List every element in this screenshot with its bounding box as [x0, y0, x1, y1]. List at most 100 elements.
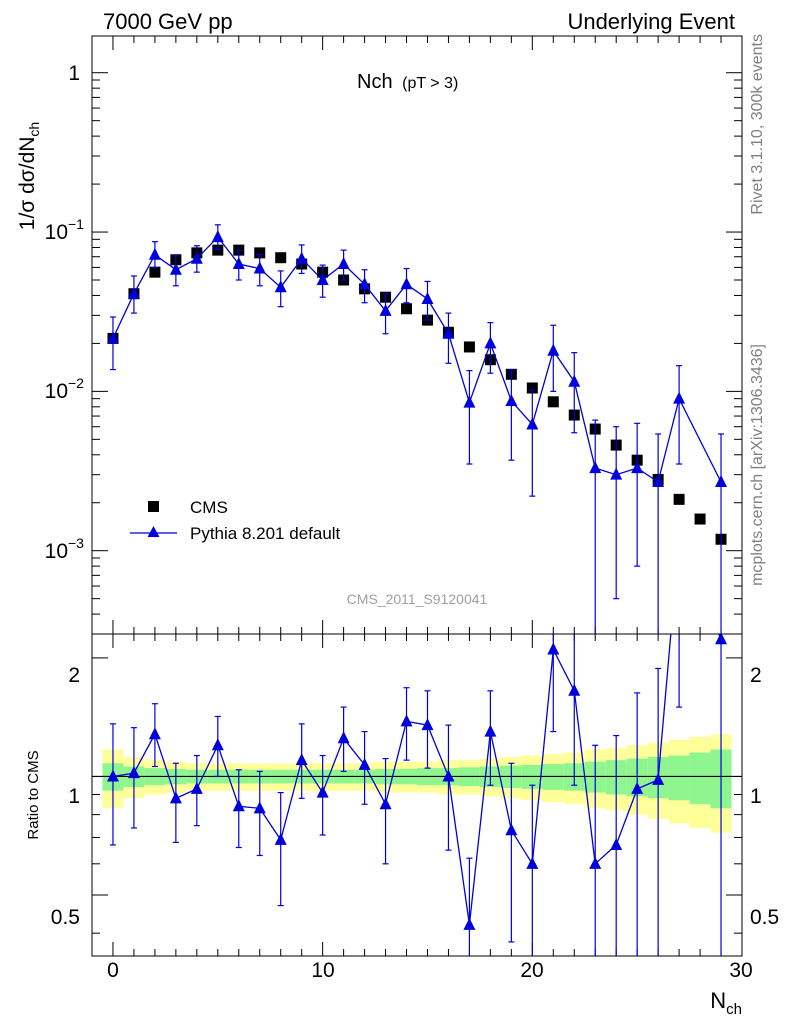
cms-point — [526, 382, 538, 394]
ratio-band-green — [689, 752, 711, 805]
cms-point — [401, 303, 413, 315]
pythia-point — [631, 461, 644, 474]
pythia-point — [715, 474, 728, 487]
pythia-point — [400, 277, 413, 290]
legend-pythia-marker — [147, 526, 160, 537]
y-axis-label-sub: ch — [26, 122, 42, 137]
y-tick-label-0.001: 10 — [45, 540, 68, 563]
ratio-pythia-point — [190, 781, 203, 794]
x-axis-label-main: N — [710, 988, 726, 1013]
ratio-y-axis-label: Ratio to CMS — [25, 750, 42, 839]
ratio-y-tick-left-0.5: 0.5 — [51, 906, 80, 929]
svg-text:1/σ dσ/dNch: 1/σ dσ/dNch — [16, 122, 42, 230]
x-tick-label-10: 10 — [311, 959, 334, 982]
plot-title-main: Nch — [357, 71, 393, 93]
x-tick-label-20: 20 — [520, 959, 543, 982]
ratio-pythia-point — [379, 797, 392, 810]
pythia-series — [106, 224, 728, 634]
ratio-pythia-point — [442, 769, 455, 782]
pythia-point — [505, 394, 518, 407]
cms-point — [547, 396, 559, 408]
y-tick-label-1: 1 — [68, 62, 80, 85]
ratio-pythia-point — [253, 801, 266, 814]
pythia-point — [610, 467, 623, 480]
pythia-point — [127, 286, 140, 299]
y-tick-label-0.001-base: 10 — [45, 540, 68, 563]
pythia-point — [253, 261, 266, 274]
legend-pythia-label: Pythia 8.201 default — [190, 524, 341, 543]
y-tick-label-0.1: 10 — [45, 221, 68, 244]
ratio-pythia-point — [505, 823, 518, 836]
ratio-pythia-point — [337, 731, 350, 744]
ratio-y-tick-left-1: 1 — [68, 785, 80, 808]
ratio-y-tick-left-2: 2 — [68, 664, 80, 687]
ratio-pythia-point — [232, 799, 245, 812]
plot-title: Nch (pT > 3) — [357, 71, 458, 93]
ratio-pythia-point — [127, 766, 140, 779]
ratio-band-green — [668, 755, 690, 801]
pythia-point — [484, 336, 497, 349]
pythia-point — [316, 273, 329, 286]
ratio-pythia-point — [400, 714, 413, 727]
y-tick-label-0.001-exp: −3 — [68, 535, 84, 551]
ratio-pythia-point — [274, 832, 287, 845]
cms-point — [275, 252, 287, 264]
x-axis-label-sub: ch — [726, 1001, 742, 1018]
analysis-label: CMS_2011_S9120041 — [347, 591, 488, 607]
cms-point — [254, 247, 266, 259]
ratio-pythia-point — [568, 683, 581, 696]
ratio-y-tick-labels-left: 2 1 0.5 — [51, 664, 80, 929]
ratio-pythia-point — [358, 757, 371, 770]
pythia-point — [421, 291, 434, 304]
ratio-pythia-point — [421, 718, 434, 731]
cms-point — [149, 266, 161, 278]
header-left-label: 7000 GeV pp — [103, 9, 233, 34]
ratio-pythia-point — [148, 727, 161, 740]
legend-cms-marker — [148, 501, 159, 512]
pythia-point — [463, 395, 476, 408]
ratio-panel: Ratio to CMS 2 1 0.5 2 1 0.5 0 10 20 30 … — [25, 633, 779, 1018]
header-right-label: Underlying Event — [567, 9, 735, 34]
x-axis-label: Nch — [710, 988, 742, 1018]
x-tick-labels: 0 10 20 30 — [107, 959, 753, 982]
ratio-pythia-point — [631, 781, 644, 794]
pythia-point — [379, 303, 392, 316]
pythia-point — [589, 461, 602, 474]
ratio-pythia-series — [106, 634, 728, 956]
ratio-pythia-point — [169, 791, 182, 804]
ratio-pythia-point — [547, 642, 560, 655]
pythia-point — [547, 343, 560, 356]
pythia-point — [295, 251, 308, 264]
legend-cms-label: CMS — [190, 498, 228, 517]
ratio-pythia-point — [610, 837, 623, 850]
y-tick-label-0.01: 10 — [45, 380, 68, 403]
y-tick-label-0.1-exp: −1 — [68, 216, 84, 232]
main-y-axis-label: 1/σ dσ/dNch — [16, 122, 42, 230]
pythia-point — [337, 257, 350, 270]
x-tick-label-0: 0 — [107, 959, 119, 982]
ratio-y-tick-right-0.5: 0.5 — [750, 906, 779, 929]
ratio-pythia-point — [484, 724, 497, 737]
pythia-point — [190, 251, 203, 264]
rivet-label: Rivet 3.1.10, 300k events — [749, 34, 766, 215]
pythia-point — [673, 391, 686, 404]
ratio-pythia-point — [715, 634, 728, 645]
ratio-pythia-point — [652, 772, 665, 785]
pythia-point — [169, 262, 182, 275]
y-tick-label-0.01-exp: −2 — [68, 375, 84, 391]
cms-point — [694, 513, 706, 525]
pythia-point — [568, 374, 581, 387]
y-axis-label-main: 1/σ dσ/dN — [16, 137, 39, 231]
main-plot-frame — [92, 36, 742, 634]
pythia-point — [652, 474, 665, 487]
cms-point — [673, 493, 685, 505]
cms-point — [463, 341, 475, 353]
y-tick-label-0.1-base: 10 — [45, 221, 68, 244]
pythia-point — [526, 417, 539, 430]
ratio-pythia-point — [211, 738, 224, 751]
pythia-point — [274, 280, 287, 293]
ratio-pythia-clipped — [106, 634, 728, 956]
ratio-y-tick-right-2: 2 — [750, 664, 762, 687]
ratio-pythia-point — [316, 785, 329, 798]
